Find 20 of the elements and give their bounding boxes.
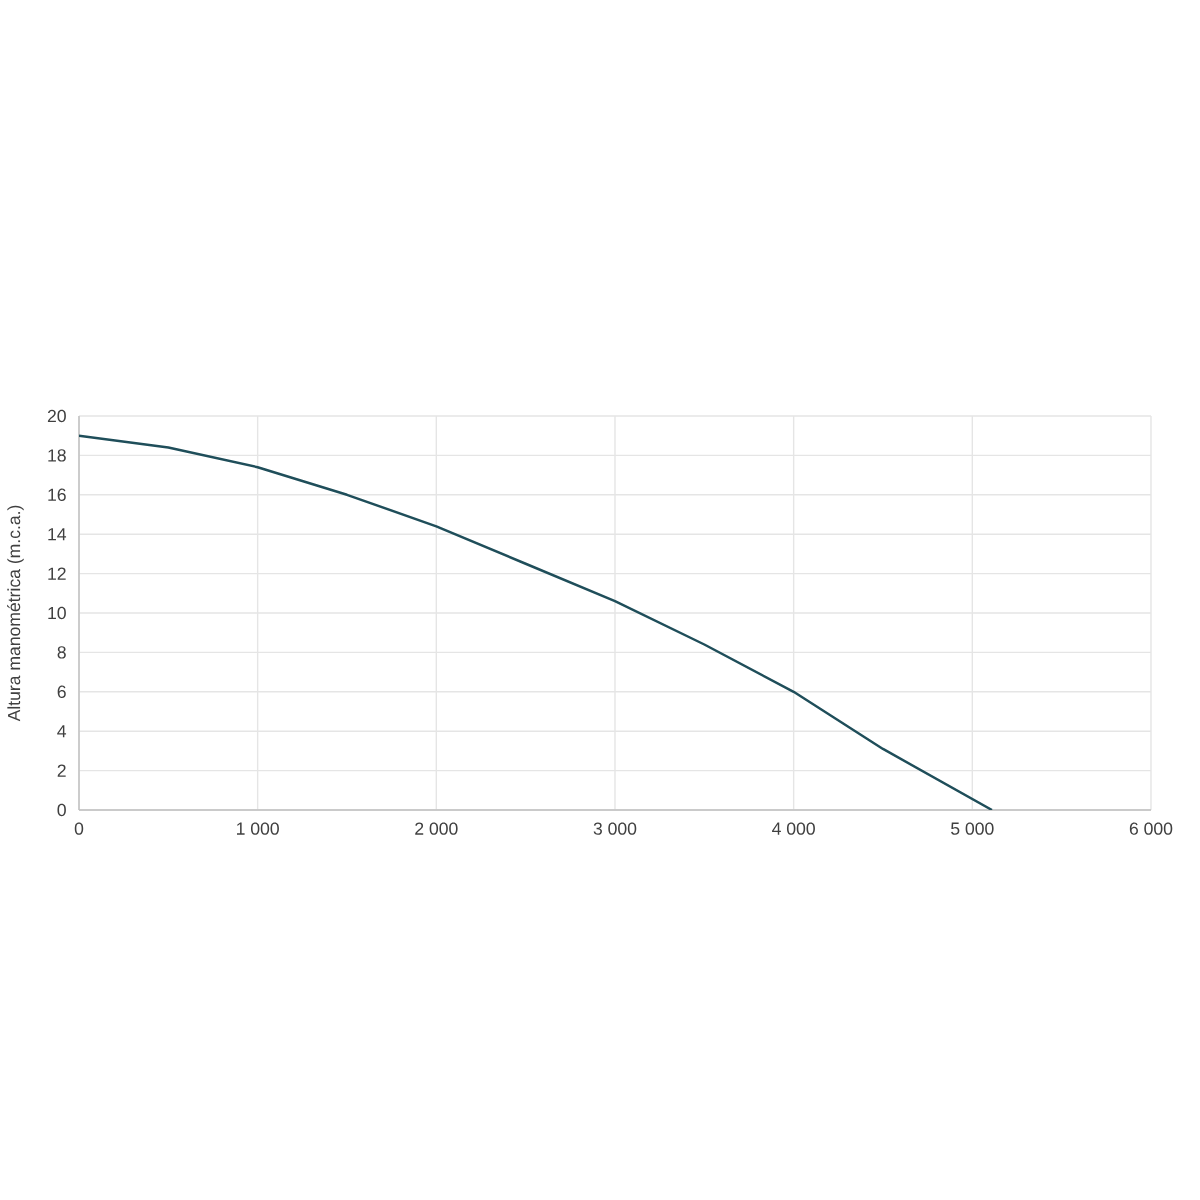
y-tick-label: 8 [57,646,66,659]
y-tick-label: 14 [48,528,67,541]
y-tick-label: 20 [47,409,66,423]
line-series [79,434,994,810]
x-tick-label: 6 000 [1129,822,1173,835]
y-tick-label: 4 [57,725,67,738]
y-tick-label: 10 [48,606,66,620]
y-tick-label: 2 [57,764,66,777]
y-tick-label: 6 [57,685,66,699]
x-tick-label: 4 000 [772,822,815,835]
x-tick-label: 5 000 [951,822,994,835]
x-tick-label: 0 [74,822,84,835]
y-tick-label: 16 [48,488,66,502]
x-tick-label: 2 000 [415,822,458,835]
y-tick-label: 12 [48,567,66,580]
y-tick-label: 18 [48,449,66,462]
y-axis-title: Altura manométrica (m.c.a.) [7,505,24,722]
x-tick-label: 1 000 [237,822,279,835]
x-tick-label: 3 000 [593,822,637,835]
y-tick-label: 0 [57,803,66,817]
